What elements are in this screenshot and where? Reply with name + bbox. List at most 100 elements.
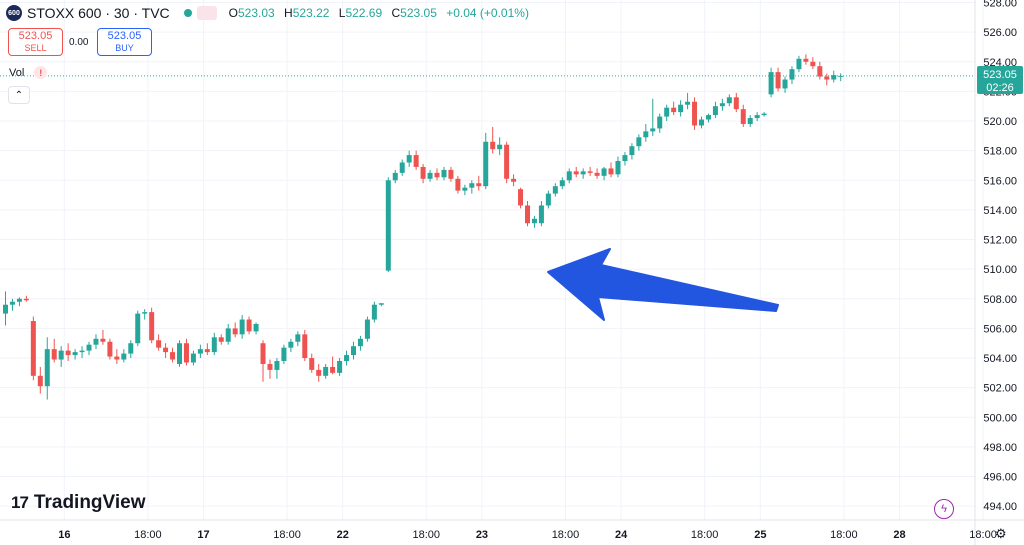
candle-body [705, 115, 711, 120]
x-tick-label: 24 [615, 529, 628, 541]
close-value: 523.05 [400, 6, 437, 20]
open-value: 523.03 [238, 6, 275, 20]
sell-button[interactable]: 523.05 SELL [8, 28, 63, 56]
candle [768, 67, 774, 98]
candle-body [817, 66, 823, 77]
price-axis[interactable]: 494.00 496.00 498.00 500.00 502.00 504.00 506.… [974, 0, 1017, 545]
candle [817, 61, 823, 80]
candle-body [566, 171, 572, 181]
candle-body [149, 312, 155, 341]
candle-body [197, 349, 203, 354]
candle-body [810, 61, 816, 67]
last-price-badge-bg [977, 66, 1023, 94]
candle-body [295, 334, 301, 342]
market-open-dot-icon [183, 9, 192, 17]
high-label: H [284, 6, 293, 20]
candle [378, 303, 384, 307]
buy-button[interactable]: 523.05 BUY [97, 28, 152, 56]
candle [253, 322, 259, 335]
candle-body [79, 350, 85, 353]
candle-body [796, 58, 802, 70]
tradingview-logo[interactable]: 17 TradingView [11, 492, 146, 514]
candle-body [204, 349, 210, 353]
x-tick-label: 18:00 [273, 529, 301, 541]
warning-icon[interactable]: ! [34, 66, 48, 79]
candle [337, 358, 343, 376]
candle-body [16, 298, 22, 302]
candle-body [37, 375, 43, 387]
candle-body [545, 193, 551, 206]
candle-body [671, 107, 677, 113]
time-axis[interactable]: 16 18:00 17 18:00 22 18:00 23 18:00 24 18:00 25 18:… [0, 519, 1024, 541]
candle-body [538, 205, 544, 224]
candle-body [657, 116, 663, 129]
lightning-icon[interactable]: ϟ [934, 499, 954, 519]
candle [135, 310, 141, 347]
candle-body [323, 366, 329, 376]
candle-body [636, 137, 642, 147]
candle [364, 316, 370, 342]
candle-body [288, 341, 294, 348]
candle [86, 341, 92, 356]
candle [218, 334, 224, 345]
tradingview-wordmark: TradingView [33, 492, 146, 513]
candle [838, 73, 844, 82]
candle [392, 169, 398, 184]
candle [302, 329, 308, 362]
candle [371, 301, 377, 323]
candle-body [156, 340, 162, 348]
candle-body [281, 347, 287, 362]
market-status[interactable] [182, 5, 217, 21]
candle [761, 112, 767, 117]
y-tick-label: 518.00 [983, 146, 1017, 158]
candle [559, 177, 565, 190]
symbol-logo[interactable]: 600 [6, 5, 22, 21]
candle [497, 137, 503, 156]
candle [580, 168, 586, 179]
candle [531, 215, 537, 228]
candle [545, 190, 551, 209]
collapse-chevron-up-icon[interactable]: ⌃ [8, 86, 30, 104]
candle [149, 307, 155, 344]
volume-indicator[interactable]: Vol ! [9, 66, 48, 79]
y-tick-label: 502.00 [983, 383, 1017, 395]
candle-body [23, 298, 29, 301]
candle-body [622, 155, 628, 162]
candle [211, 332, 217, 356]
candle [114, 349, 120, 364]
ohlc-legend: O523.03 H523.22 L522.69 C523.05 +0.04 (+… [229, 6, 535, 20]
candle [448, 166, 454, 182]
x-tick-label: 18:00 [412, 529, 440, 541]
blue-arrow-annotation [547, 248, 779, 321]
candlestick-series [3, 54, 844, 400]
y-tick-label: 514.00 [983, 205, 1017, 217]
candle [622, 152, 628, 166]
y-tick-label: 494.00 [983, 501, 1017, 513]
candle [37, 366, 43, 394]
candle-body [692, 101, 698, 126]
x-tick-label: 18:00 [830, 529, 858, 541]
candle [615, 156, 621, 178]
y-tick-label: 528.00 [983, 0, 1017, 10]
gear-icon[interactable]: ⚙ [995, 526, 1007, 541]
candle-body [3, 304, 8, 314]
candle [190, 350, 196, 366]
candle-body [371, 304, 377, 320]
candle-body [650, 128, 656, 132]
candle-body [587, 171, 593, 173]
candle [323, 363, 329, 379]
candle-body [525, 205, 530, 224]
candle [72, 349, 78, 360]
symbol-title[interactable]: STOXX 600 · 30 · TVC [27, 5, 170, 21]
candle [197, 344, 203, 359]
candle-body [427, 172, 433, 179]
candle-body [316, 369, 322, 376]
candle-body [378, 303, 384, 305]
candle [552, 183, 558, 197]
candle [796, 55, 802, 73]
candle [281, 344, 287, 364]
candle-body [594, 172, 600, 176]
low-label: L [338, 6, 346, 20]
candle-body [170, 352, 176, 360]
